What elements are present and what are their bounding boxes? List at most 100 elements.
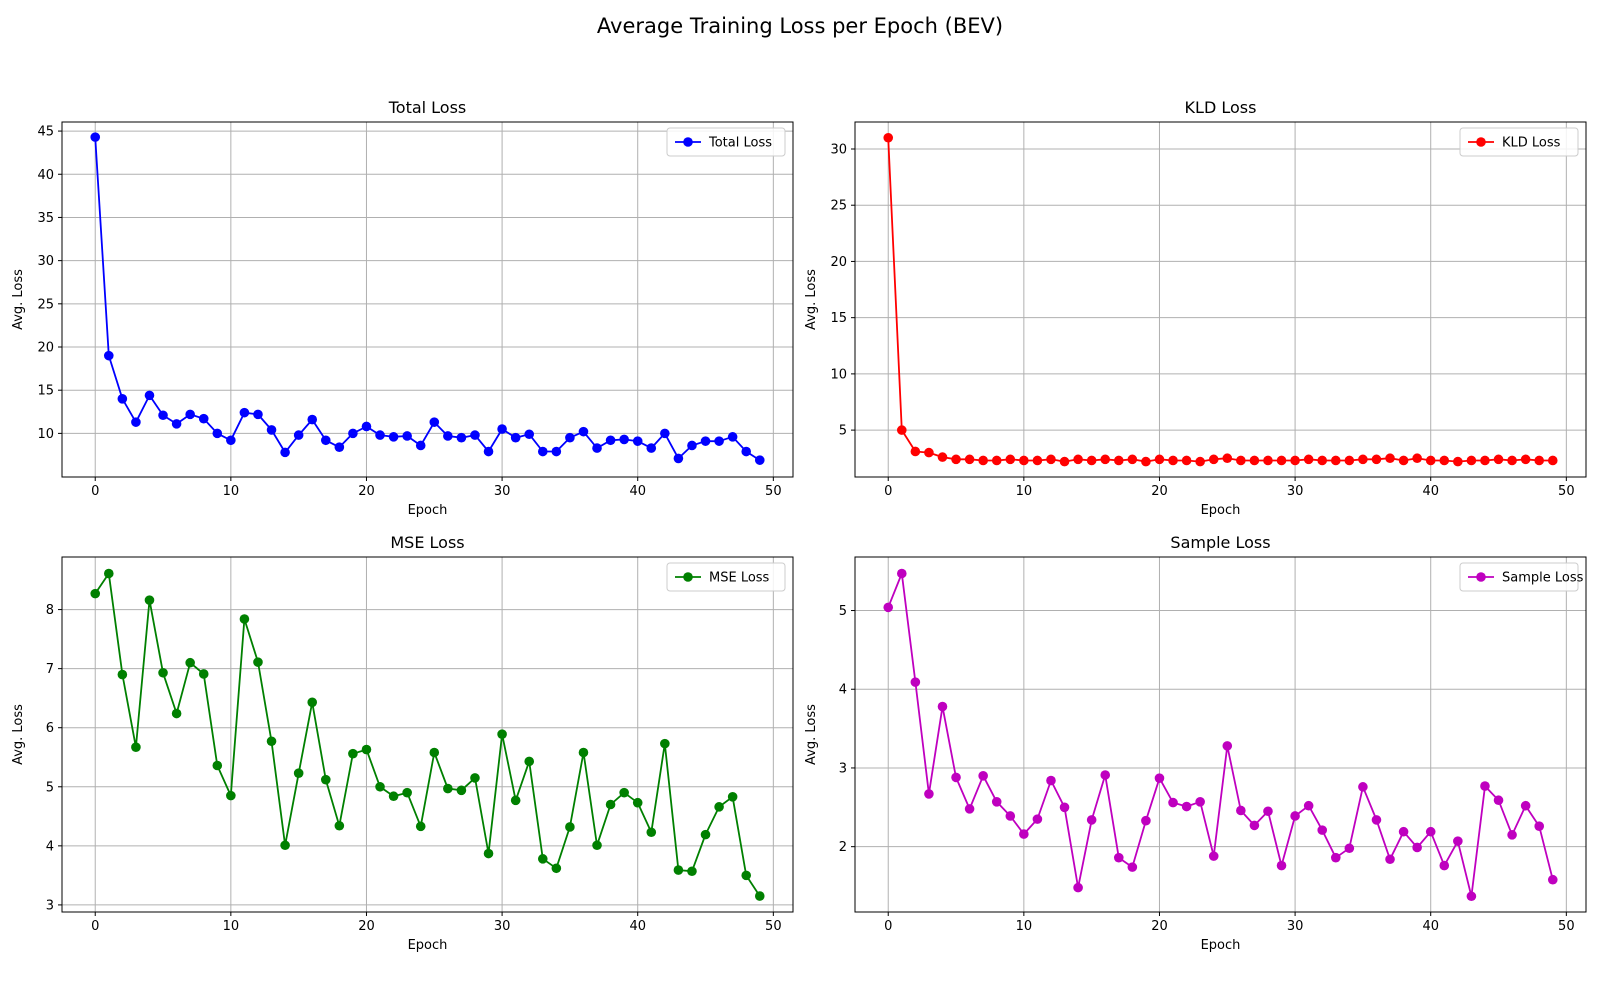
y-tick-label: 7 — [46, 662, 54, 677]
data-point — [1493, 454, 1504, 465]
legend: Total Loss — [666, 127, 786, 157]
data-point — [727, 792, 738, 802]
data-point — [1005, 454, 1016, 465]
data-point — [117, 394, 128, 404]
data-point — [754, 455, 765, 465]
subplot-kld-loss: 0 10 20 30 40 50 5 10 15 20 25 30 KLD Loss Epoch Avg. … — [804, 98, 1587, 518]
data-point — [1358, 454, 1368, 465]
x-tick-label: 50 — [1558, 484, 1575, 499]
data-point — [158, 410, 168, 421]
data-point — [1507, 455, 1517, 466]
data-point — [714, 802, 724, 812]
data-point — [226, 790, 236, 801]
data-point — [1032, 455, 1043, 466]
x-tick-label: 50 — [1558, 919, 1575, 934]
data-point — [470, 773, 480, 783]
legend: MSE Loss — [666, 562, 786, 592]
data-point — [226, 435, 236, 446]
x-tick-label: 40 — [1422, 919, 1439, 934]
data-point — [1086, 455, 1097, 466]
data-point — [896, 425, 907, 435]
data-point — [158, 667, 168, 678]
data-point — [1276, 860, 1287, 871]
data-point — [1371, 815, 1382, 825]
y-tick-label: 3 — [839, 761, 847, 776]
data-point — [483, 446, 494, 457]
y-tick-label: 20 — [830, 255, 847, 270]
data-point — [90, 588, 101, 599]
data-point — [1453, 836, 1463, 846]
x-tick-label: 0 — [91, 484, 99, 499]
data-point — [307, 414, 318, 425]
y-tick-label: 4 — [839, 683, 847, 698]
data-point — [592, 840, 602, 851]
data-point — [551, 863, 562, 874]
data-point — [144, 595, 155, 605]
x-tick-label: 10 — [1016, 919, 1033, 934]
data-point — [578, 426, 589, 437]
data-point — [646, 827, 657, 838]
data-point — [1317, 455, 1328, 466]
y-tick-label: 4 — [46, 839, 54, 854]
x-tick-label: 0 — [91, 919, 99, 934]
legend-box — [1459, 127, 1579, 157]
data-point — [470, 430, 480, 440]
data-point — [1303, 454, 1314, 465]
data-point — [1236, 805, 1246, 816]
y-tick-label: 5 — [839, 604, 847, 619]
y-tick-label: 30 — [37, 254, 54, 269]
data-point — [1439, 455, 1450, 466]
axes-frame — [854, 121, 1587, 478]
data-point — [1344, 455, 1355, 466]
data-point — [1276, 455, 1287, 466]
series-line — [94, 137, 761, 461]
y-tick-label: 25 — [830, 199, 847, 214]
series-line — [94, 572, 761, 897]
data-point — [117, 669, 128, 680]
data-point — [348, 748, 358, 759]
data-point — [605, 799, 616, 810]
data-point — [361, 744, 372, 755]
legend-marker — [683, 572, 693, 582]
data-point — [1046, 775, 1056, 786]
data-point — [1032, 814, 1043, 824]
data-point — [443, 431, 453, 441]
data-point — [1330, 852, 1341, 863]
data-point — [212, 428, 223, 439]
data-point — [660, 738, 670, 749]
x-tick-label: 30 — [494, 484, 511, 499]
data-point — [429, 417, 440, 427]
x-tick-label: 0 — [884, 919, 892, 934]
data-point — [896, 568, 907, 579]
data-point — [883, 602, 894, 613]
data-point — [293, 768, 304, 778]
x-axis-label: Epoch — [1201, 938, 1241, 953]
data-point — [673, 453, 684, 464]
data-point — [1385, 854, 1395, 865]
data-point — [483, 848, 494, 859]
y-tick-label: 3 — [46, 898, 54, 913]
legend-box — [666, 562, 786, 592]
data-point — [415, 440, 426, 451]
y-axis-label: Avg. Loss — [11, 269, 26, 330]
data-point — [253, 409, 263, 420]
data-point — [1466, 455, 1477, 466]
data-point — [632, 436, 643, 446]
data-point — [1195, 456, 1205, 467]
data-point — [1480, 455, 1490, 466]
data-point — [1263, 455, 1273, 466]
data-point — [1344, 843, 1355, 854]
data-point — [429, 747, 440, 758]
data-point — [1263, 806, 1273, 817]
x-tick-label: 40 — [629, 484, 646, 499]
data-point — [951, 772, 961, 783]
data-point — [131, 417, 141, 427]
data-point — [1290, 455, 1300, 466]
data-point — [1412, 842, 1422, 853]
data-point — [280, 447, 290, 458]
legend-box — [666, 127, 786, 157]
subplot-mse-loss: 0 10 20 30 40 50 3 4 5 6 7 8 MSE Loss Epoch Avg. Loss M… — [11, 533, 794, 953]
data-point — [1073, 454, 1083, 465]
subplot-title: Sample Loss — [1170, 533, 1270, 552]
data-point — [1398, 826, 1409, 837]
